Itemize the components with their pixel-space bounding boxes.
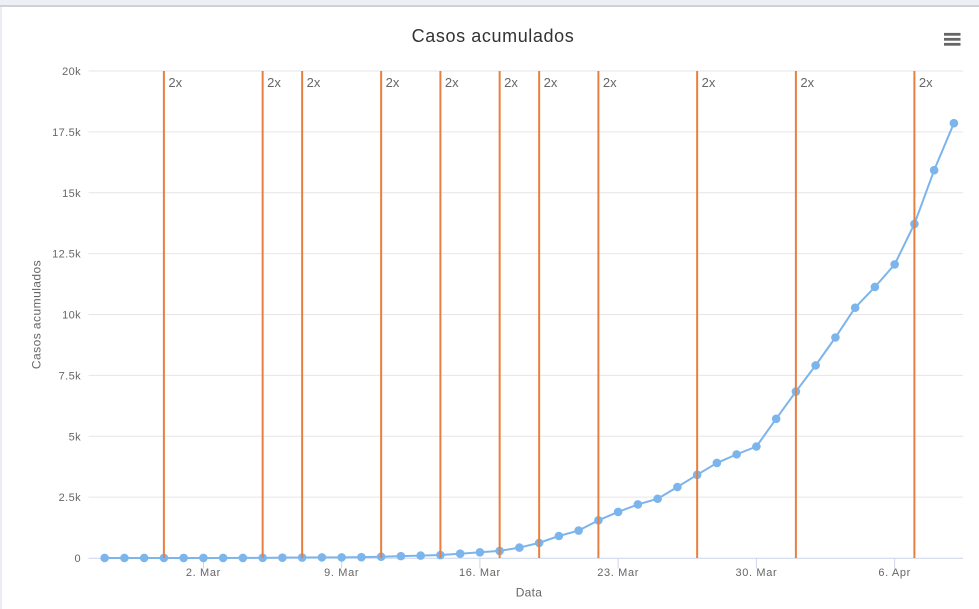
svg-text:30. Mar: 30. Mar <box>735 567 777 579</box>
svg-text:Casos acumulados: Casos acumulados <box>412 26 575 46</box>
svg-text:2x: 2x <box>919 75 933 90</box>
svg-text:0: 0 <box>74 553 81 565</box>
svg-text:2x: 2x <box>267 75 281 90</box>
svg-text:2x: 2x <box>603 75 617 90</box>
svg-text:2x: 2x <box>168 75 182 90</box>
svg-text:2x: 2x <box>544 75 558 90</box>
svg-text:6. Apr: 6. Apr <box>878 567 911 579</box>
svg-text:12.5k: 12.5k <box>52 249 81 261</box>
svg-text:2. Mar: 2. Mar <box>186 567 221 579</box>
svg-text:2x: 2x <box>504 75 518 90</box>
svg-text:2x: 2x <box>800 75 814 90</box>
svg-text:2x: 2x <box>445 75 459 90</box>
svg-text:17.5k: 17.5k <box>52 127 81 139</box>
svg-text:16. Mar: 16. Mar <box>459 567 501 579</box>
svg-text:2x: 2x <box>307 75 321 90</box>
svg-text:2x: 2x <box>386 75 400 90</box>
svg-text:2x: 2x <box>702 75 716 90</box>
svg-text:2.5k: 2.5k <box>59 492 81 504</box>
svg-text:Data: Data <box>516 586 543 600</box>
svg-text:20k: 20k <box>62 66 81 78</box>
svg-text:15k: 15k <box>62 188 81 200</box>
svg-text:5k: 5k <box>69 431 82 443</box>
svg-text:23. Mar: 23. Mar <box>597 567 639 579</box>
svg-text:9. Mar: 9. Mar <box>324 567 359 579</box>
svg-text:10k: 10k <box>62 310 81 322</box>
svg-text:7.5k: 7.5k <box>59 370 81 382</box>
svg-text:Casos acumulados: Casos acumulados <box>30 260 44 369</box>
